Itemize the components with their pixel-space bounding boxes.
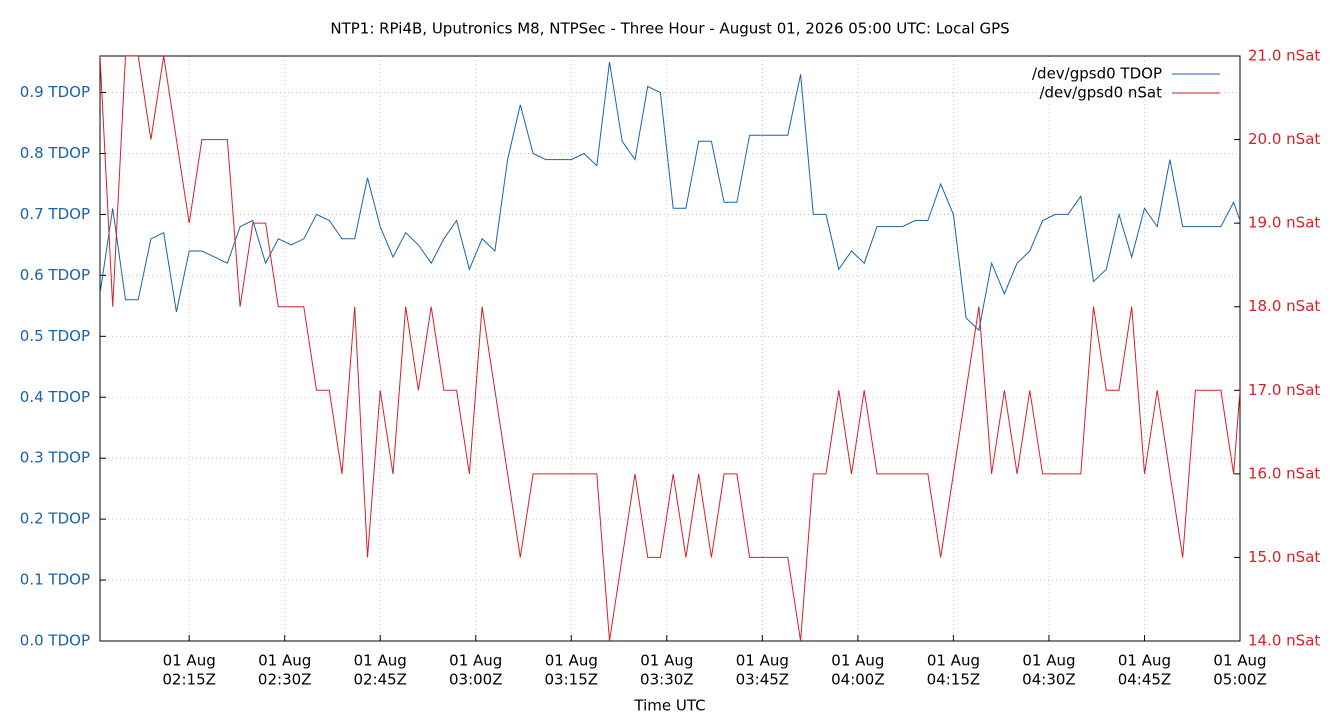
y-tick-label: 0.4 TDOP <box>20 388 90 406</box>
x-tick-label: 02:15Z <box>162 671 216 689</box>
y-tick-label: 0.2 TDOP <box>20 510 90 528</box>
x-tick-label: 04:30Z <box>1022 671 1076 689</box>
y-tick-label: 0.1 TDOP <box>20 571 90 589</box>
x-tick-date: 01 Aug <box>1213 652 1266 670</box>
series-line <box>100 56 1240 641</box>
y2-tick-label: 20.0 nSat <box>1248 130 1320 148</box>
y-tick-label: 0.6 TDOP <box>20 266 90 284</box>
x-tick-date: 01 Aug <box>736 652 789 670</box>
plot-border <box>99 55 1241 642</box>
y2-tick-label: 16.0 nSat <box>1248 464 1320 482</box>
y2-tick-label: 15.0 nSat <box>1248 548 1320 566</box>
x-tick-label: 04:00Z <box>831 671 885 689</box>
x-tick-label: 03:30Z <box>640 671 694 689</box>
y-tick-label: 0.5 TDOP <box>20 327 90 345</box>
y-tick-label: 0.8 TDOP <box>20 144 90 162</box>
x-tick-label: 04:45Z <box>1118 671 1172 689</box>
y2-tick-label: 19.0 nSat <box>1248 214 1320 232</box>
x-axis-label: Time UTC <box>633 697 705 715</box>
x-tick-label: 02:45Z <box>353 671 407 689</box>
x-tick-date: 01 Aug <box>1118 652 1171 670</box>
x-tick-date: 01 Aug <box>258 652 311 670</box>
x-tick-label: 05:00Z <box>1213 671 1267 689</box>
y-tick-label: 0.9 TDOP <box>20 83 90 101</box>
x-tick-date: 01 Aug <box>449 652 502 670</box>
legend-label: /dev/gpsd0 TDOP <box>1032 65 1162 83</box>
y2-tick-label: 17.0 nSat <box>1248 381 1320 399</box>
x-tick-date: 01 Aug <box>640 652 693 670</box>
y2-tick-label: 14.0 nSat <box>1248 632 1320 650</box>
legend-label: /dev/gpsd0 nSat <box>1039 84 1162 102</box>
x-tick-label: 03:00Z <box>449 671 503 689</box>
x-tick-date: 01 Aug <box>354 652 407 670</box>
x-tick-label: 03:15Z <box>545 671 599 689</box>
x-tick-label: 04:15Z <box>927 671 981 689</box>
chart-title: NTP1: RPi4B, Uputronics M8, NTPSec - Thr… <box>330 20 1009 38</box>
series-line <box>100 62 1240 332</box>
y-tick-label: 0.7 TDOP <box>20 205 90 223</box>
y2-tick-label: 21.0 nSat <box>1248 47 1320 65</box>
y-tick-label: 0.3 TDOP <box>20 449 90 467</box>
x-tick-label: 02:30Z <box>258 671 312 689</box>
x-tick-date: 01 Aug <box>545 652 598 670</box>
x-tick-date: 01 Aug <box>927 652 980 670</box>
x-tick-date: 01 Aug <box>831 652 884 670</box>
y-tick-label: 0.0 TDOP <box>20 632 90 650</box>
x-tick-label: 03:45Z <box>736 671 790 689</box>
y2-tick-label: 18.0 nSat <box>1248 297 1320 315</box>
x-tick-date: 01 Aug <box>1022 652 1075 670</box>
x-tick-date: 01 Aug <box>163 652 216 670</box>
